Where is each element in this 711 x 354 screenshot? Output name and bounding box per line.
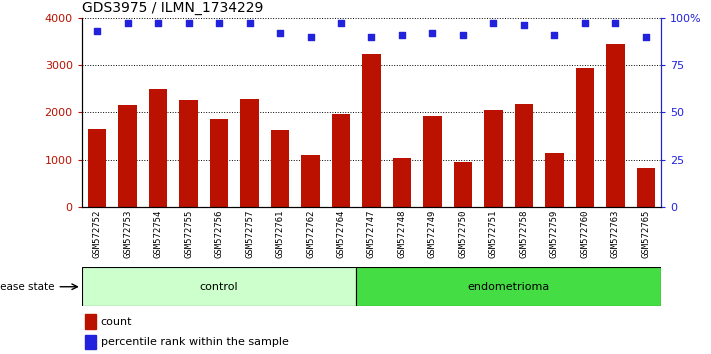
Text: GSM572754: GSM572754 (154, 210, 163, 258)
Bar (393, 158, 411, 207)
Text: disease state: disease state (0, 282, 54, 292)
Point (396, 32, 407, 38)
Point (518, 22, 530, 28)
Point (305, 34, 316, 40)
Bar (484, 110, 503, 207)
Text: GSM572752: GSM572752 (92, 210, 102, 258)
Point (427, 30, 438, 36)
Point (365, 34, 377, 40)
Text: percentile rank within the sample: percentile rank within the sample (100, 337, 289, 347)
Point (152, 21, 164, 26)
Bar (85, 314, 96, 329)
Point (641, 34, 652, 40)
Text: GSM572762: GSM572762 (306, 210, 315, 258)
Bar (210, 119, 228, 207)
Bar (179, 99, 198, 207)
Bar (545, 153, 564, 207)
Text: GSM572748: GSM572748 (397, 210, 407, 258)
Point (274, 30, 286, 36)
Point (457, 32, 469, 38)
Text: GSM572756: GSM572756 (215, 210, 223, 258)
Point (244, 21, 255, 26)
Text: count: count (100, 317, 132, 327)
Text: endometrioma: endometrioma (468, 282, 550, 292)
Bar (515, 104, 533, 207)
Point (579, 21, 591, 26)
Point (91, 28, 102, 34)
Point (336, 21, 347, 26)
Bar (576, 68, 594, 207)
Text: GSM572764: GSM572764 (336, 210, 346, 258)
Point (183, 21, 194, 26)
Text: GSM572753: GSM572753 (123, 210, 132, 258)
Text: GSM572758: GSM572758 (520, 210, 528, 258)
Text: GSM572747: GSM572747 (367, 210, 376, 258)
Bar (271, 130, 289, 207)
Point (213, 21, 225, 26)
Text: GSM572759: GSM572759 (550, 210, 559, 258)
Bar (240, 99, 259, 207)
Bar (332, 114, 350, 207)
Text: GSM572750: GSM572750 (459, 210, 468, 258)
Text: control: control (200, 282, 238, 292)
Bar (301, 155, 320, 207)
Bar (363, 54, 380, 207)
Bar (85, 335, 96, 349)
Text: GSM572749: GSM572749 (428, 210, 437, 258)
Bar (356, 267, 661, 306)
Text: GSM572755: GSM572755 (184, 210, 193, 258)
Bar (149, 89, 167, 207)
Point (549, 32, 560, 38)
Bar (454, 162, 472, 207)
Text: GSM572757: GSM572757 (245, 210, 254, 258)
Text: GSM572761: GSM572761 (275, 210, 284, 258)
Bar (637, 168, 655, 207)
Bar (423, 116, 442, 207)
Text: GSM572751: GSM572751 (489, 210, 498, 258)
Text: GSM572760: GSM572760 (580, 210, 589, 258)
Bar (82, 267, 356, 306)
Bar (88, 129, 106, 207)
Text: GSM572765: GSM572765 (641, 210, 651, 258)
Bar (606, 44, 625, 207)
Text: GDS3975 / ILMN_1734229: GDS3975 / ILMN_1734229 (82, 1, 263, 15)
Point (122, 21, 133, 26)
Bar (118, 105, 137, 207)
Text: GSM572763: GSM572763 (611, 210, 620, 258)
Point (488, 21, 499, 26)
Point (610, 21, 621, 26)
